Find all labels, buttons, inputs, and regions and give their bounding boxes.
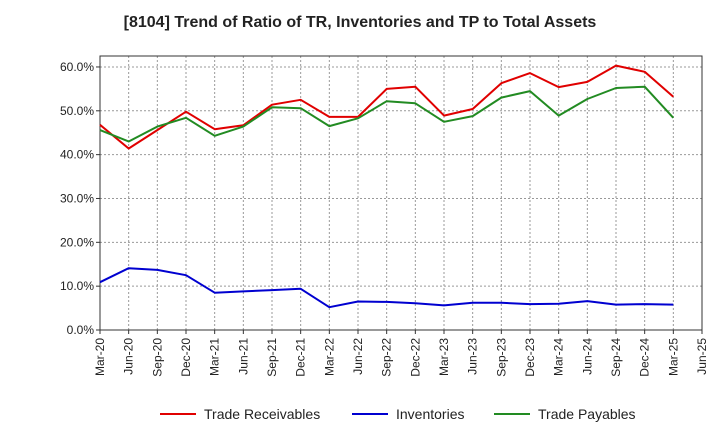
x-tick-label: Sep-21 [265,338,279,377]
legend-label: Trade Payables [538,406,636,422]
x-tick-label: Mar-25 [666,338,680,376]
x-tick-label: Mar-20 [93,338,107,376]
chart-title: [8104] Trend of Ratio of TR, Inventories… [123,14,597,31]
plot-area [99,55,703,331]
x-tick-label: Sep-23 [494,338,508,377]
x-tick-label: Mar-22 [322,338,336,376]
x-tick-label: Mar-23 [437,338,451,376]
x-tick-label: Jun-23 [466,338,480,375]
x-tick-label: Dec-20 [179,338,193,377]
x-tick-label: Jun-20 [122,338,136,375]
y-tick-label: 50.0% [60,104,94,118]
x-tick-label: Dec-21 [294,338,308,377]
x-tick-label: Mar-21 [208,338,222,376]
y-tick-label: 60.0% [60,60,94,74]
x-axis: Mar-20 Jun-20 Sep-20 Dec-20 Mar-21 Jun-21 Sep-… [93,330,709,377]
y-tick-label: 40.0% [60,148,94,162]
series-line-trade-receivables [99,64,674,150]
y-tick-label: 0.0% [67,323,95,337]
x-tick-label: Jun-21 [236,338,250,375]
x-tick-label: Jun-24 [580,338,594,375]
gridlines [99,56,703,331]
legend-label: Inventories [396,406,464,422]
x-tick-label: Sep-20 [150,338,164,377]
series-line-trade-payables [99,85,675,143]
x-tick-label: Dec-23 [523,338,537,377]
x-tick-label: Sep-24 [609,338,623,377]
y-tick-label: 20.0% [60,235,94,249]
x-tick-label: Sep-22 [380,338,394,377]
y-tick-label: 10.0% [60,279,94,293]
x-tick-label: Jun-22 [351,338,365,375]
x-tick-label: Dec-24 [638,338,652,377]
y-axis: 0.0% 10.0% 20.0% 30.0% 40.0% 50.0% 60.0% [60,60,100,337]
y-tick-label: 30.0% [60,191,94,205]
series-line-inventories [99,267,674,309]
x-tick-label: Dec-22 [408,338,422,377]
legend-label: Trade Receivables [204,406,320,422]
legend: Trade Receivables Inventories Trade Payabl… [160,406,636,422]
x-tick-label: Jun-25 [695,338,709,375]
x-tick-label: Mar-24 [552,338,566,376]
series-lines [99,64,675,309]
